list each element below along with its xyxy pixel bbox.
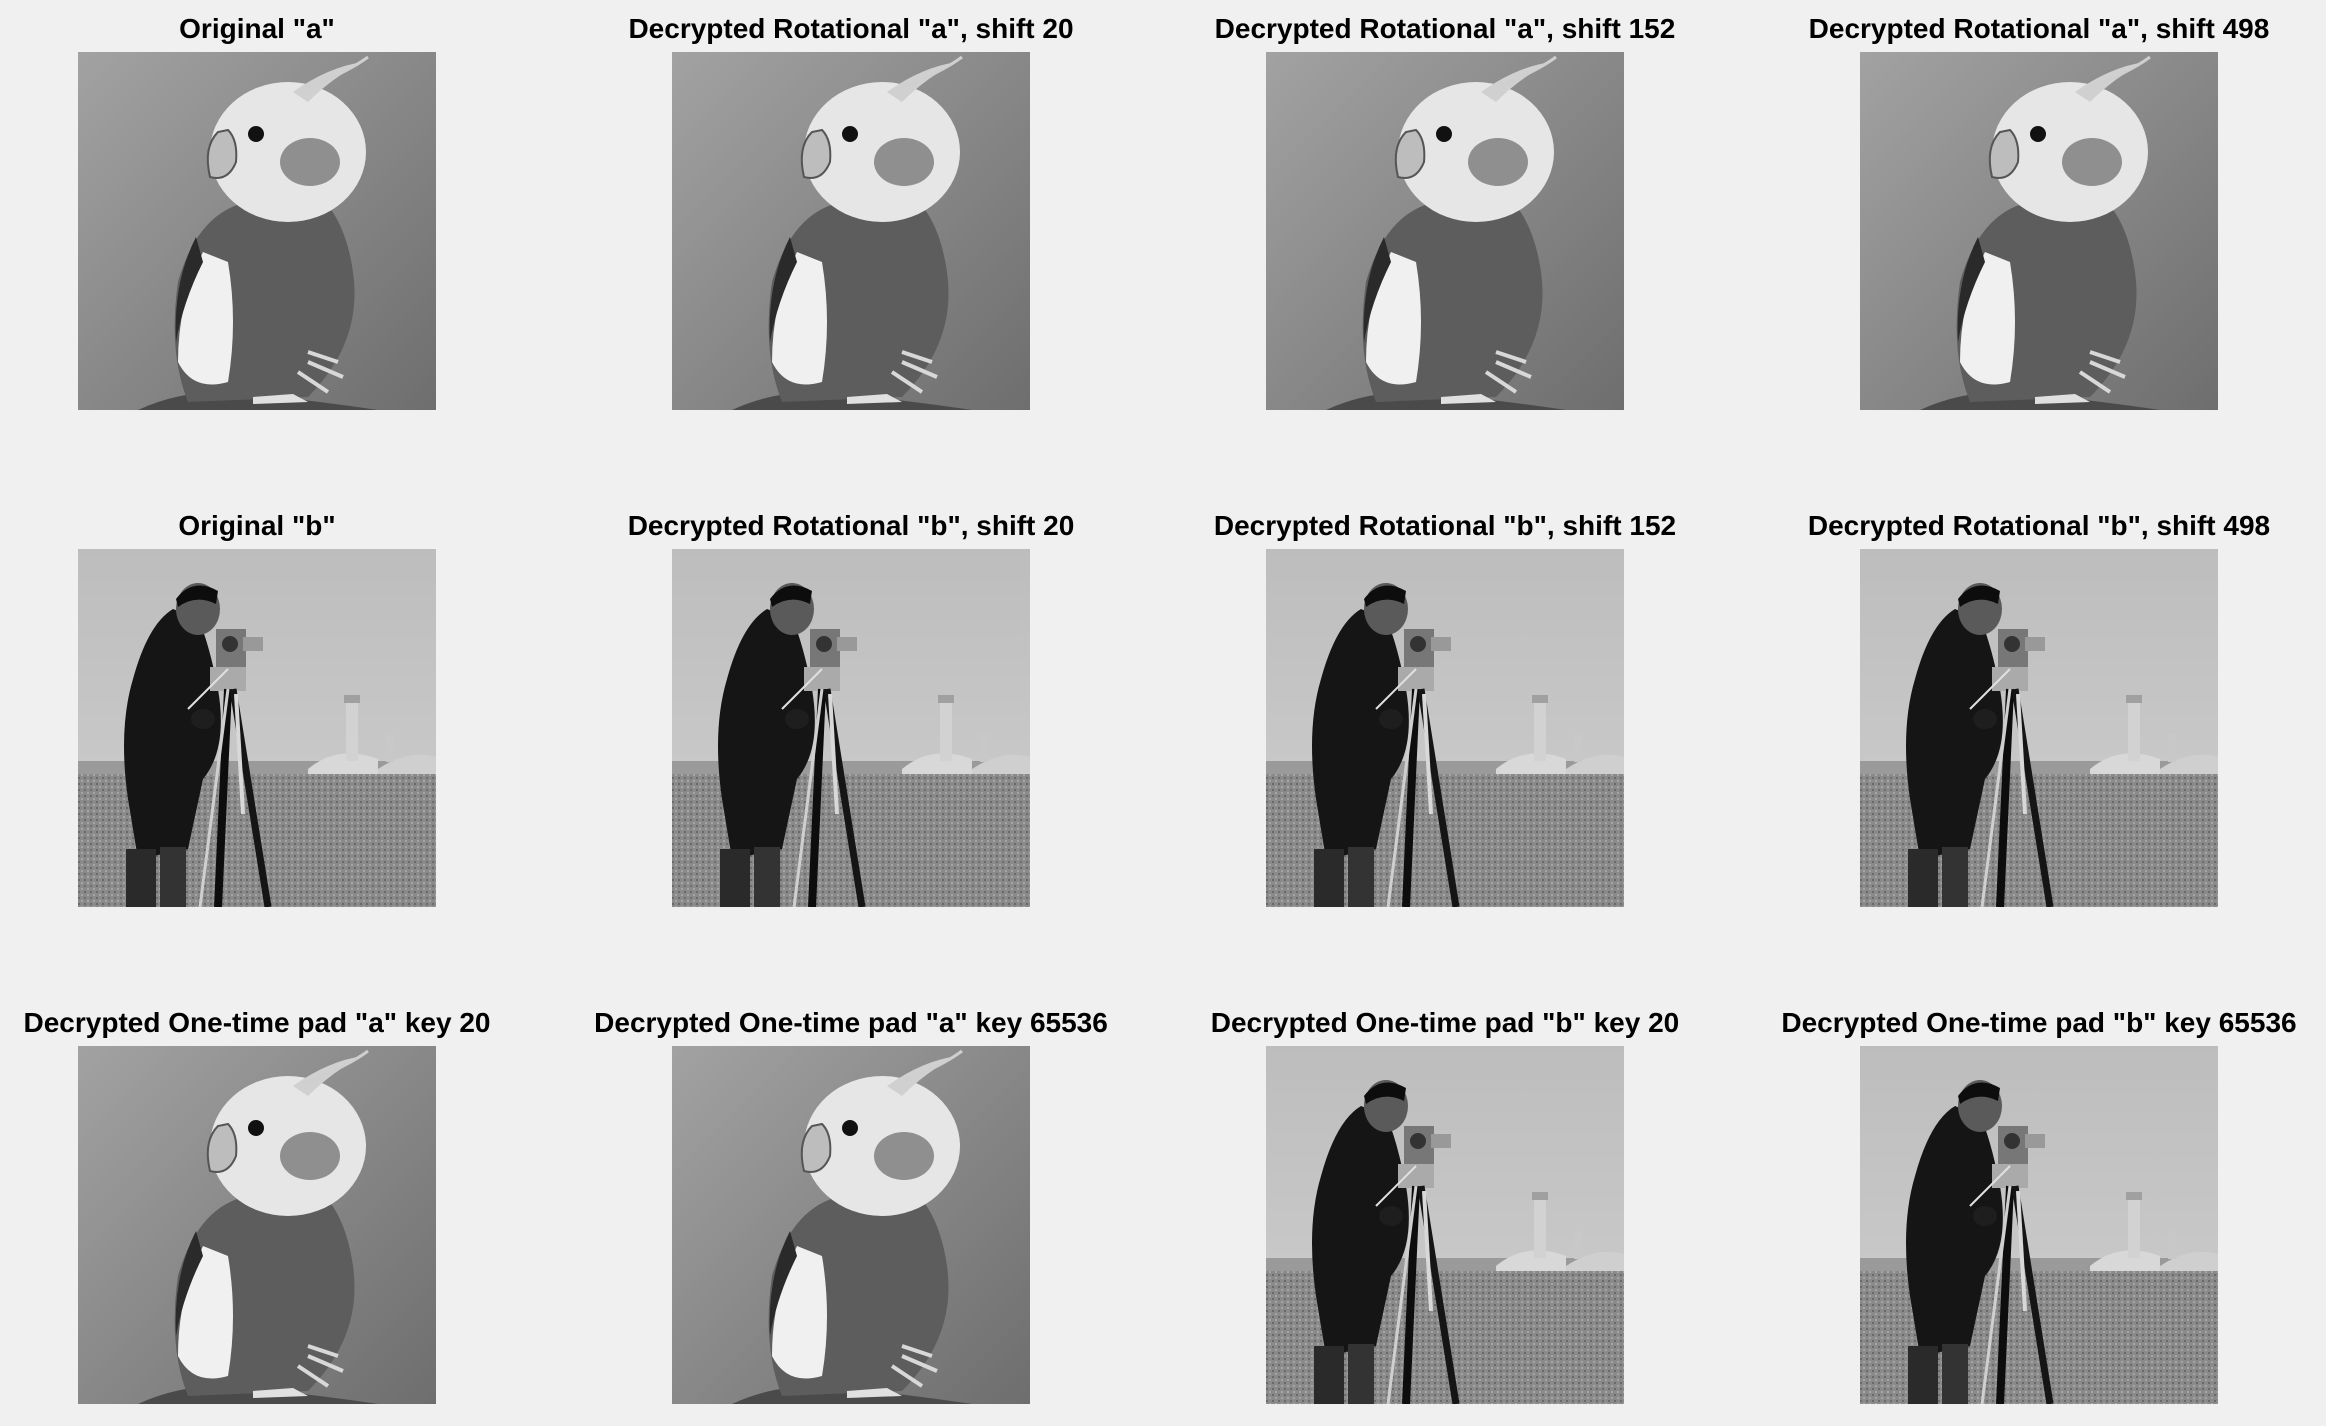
subplot-title: Original "a" xyxy=(179,13,335,44)
parrot-photo xyxy=(1860,52,2218,410)
cameraman-photo xyxy=(1860,549,2218,907)
subplot-title: Decrypted Rotational "a", shift 498 xyxy=(1808,13,2270,44)
subplot-title: Decrypted Rotational "b", shift 152 xyxy=(1213,510,1677,541)
cameraman-photo xyxy=(672,549,1030,907)
subplot-title: Decrypted Rotational "b", shift 498 xyxy=(1807,510,2271,541)
subplot-title: Decrypted One-time pad "b" key 65536 xyxy=(1781,1007,2297,1038)
parrot-photo xyxy=(78,1046,436,1404)
subplot-title: Decrypted One-time pad "a" key 20 xyxy=(23,1007,491,1038)
parrot-photo xyxy=(1266,52,1624,410)
parrot-photo xyxy=(78,52,436,410)
parrot-photo xyxy=(672,1046,1030,1404)
cameraman-photo xyxy=(78,549,436,907)
cameraman-photo xyxy=(1860,1046,2218,1404)
subplot-title: Original "b" xyxy=(178,510,336,541)
subplot-title: Decrypted One-time pad "b" key 20 xyxy=(1210,1007,1680,1038)
subplot-title: Decrypted One-time pad "a" key 65536 xyxy=(594,1007,1108,1038)
subplot-title: Decrypted Rotational "a", shift 20 xyxy=(628,13,1074,44)
subplot-title: Decrypted Rotational "a", shift 152 xyxy=(1214,13,1676,44)
parrot-photo xyxy=(672,52,1030,410)
subplot-title: Decrypted Rotational "b", shift 20 xyxy=(627,510,1075,541)
cameraman-photo xyxy=(1266,549,1624,907)
cameraman-photo xyxy=(1266,1046,1624,1404)
